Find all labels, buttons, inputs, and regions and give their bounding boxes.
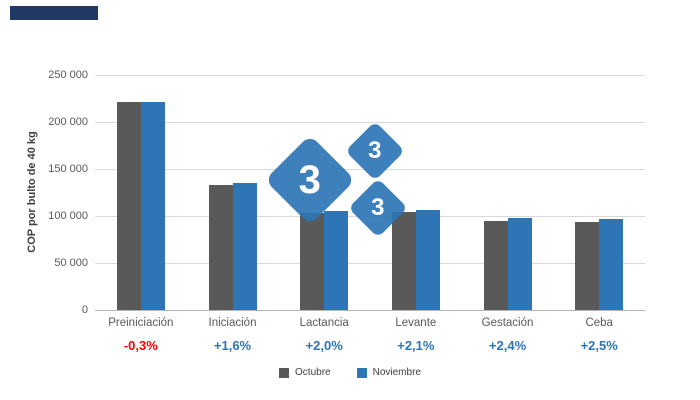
change-label: +2,0%	[305, 338, 343, 353]
bar-group-1	[95, 75, 187, 310]
legend: Octubre Noviembre	[0, 367, 700, 378]
change-label: +2,1%	[397, 338, 435, 353]
bar-octubre-5	[483, 220, 508, 310]
bar-group-3	[278, 75, 370, 310]
bar-group-6	[553, 75, 645, 310]
bar-octubre-1	[116, 101, 141, 310]
change-label: -0,3%	[123, 338, 158, 353]
y-tick-label: 200 000	[48, 116, 88, 128]
x-label-group-4: Levante +2,1%	[370, 317, 462, 353]
y-tick-label: 0	[81, 304, 88, 316]
x-label-group-3: Lactancia +2,0%	[278, 317, 370, 353]
bar-group-2	[187, 75, 279, 310]
change-label: +2,4%	[488, 338, 527, 353]
legend-item-noviembre: Noviembre	[356, 367, 421, 378]
legend-swatch	[356, 367, 367, 378]
change-label: +2,5%	[580, 338, 618, 353]
gridline	[95, 75, 645, 76]
header-bar	[10, 6, 98, 20]
bar-octubre-2	[208, 184, 233, 310]
category-label: Iniciación	[208, 317, 257, 329]
bar-octubre-6	[575, 221, 600, 310]
gridline	[95, 263, 645, 264]
legend-swatch	[279, 367, 290, 378]
y-tick-label: 150 000	[48, 163, 88, 175]
bar-noviembre-2	[232, 183, 257, 310]
x-label-group-1: Preiniciación -0,3%	[95, 317, 187, 353]
legend-label: Octubre	[295, 367, 331, 378]
category-label: Ceba	[585, 317, 613, 329]
legend-item-octubre: Octubre	[279, 367, 331, 378]
x-label-group-2: Iniciación +1,6%	[187, 317, 279, 353]
bar-group-5	[462, 75, 554, 310]
bar-noviembre-3	[324, 211, 349, 310]
y-tick-label: 100 000	[48, 210, 88, 222]
category-label: Gestación	[481, 317, 534, 329]
plot-area: 3 3 3	[95, 75, 645, 311]
category-label: Lactancia	[299, 317, 349, 329]
bar-noviembre-4	[415, 209, 440, 310]
category-label: Preiniciación	[108, 317, 174, 329]
bar-noviembre-6	[599, 219, 624, 310]
change-label: +1,6%	[213, 338, 252, 353]
bars-container	[95, 75, 645, 310]
category-label: Levante	[395, 317, 437, 329]
bar-noviembre-5	[507, 218, 532, 310]
x-axis-labels: Preiniciación -0,3% Iniciación +1,6% Lactanc…	[95, 317, 645, 353]
y-tick-label: 250 000	[48, 69, 88, 81]
bar-octubre-4	[391, 211, 416, 310]
x-axis-line	[95, 310, 645, 311]
x-label-group-6: Ceba +2,5%	[553, 317, 645, 353]
y-axis: 0 50 000 100 000 150 000 200 000 250 000	[30, 69, 88, 316]
bar-group-4	[370, 75, 462, 310]
bar-noviembre-1	[140, 102, 165, 310]
x-label-group-5: Gestación +2,4%	[462, 317, 554, 353]
bar-octubre-3	[300, 213, 325, 310]
y-tick-label: 50 000	[54, 257, 88, 269]
legend-label: Noviembre	[372, 367, 421, 378]
